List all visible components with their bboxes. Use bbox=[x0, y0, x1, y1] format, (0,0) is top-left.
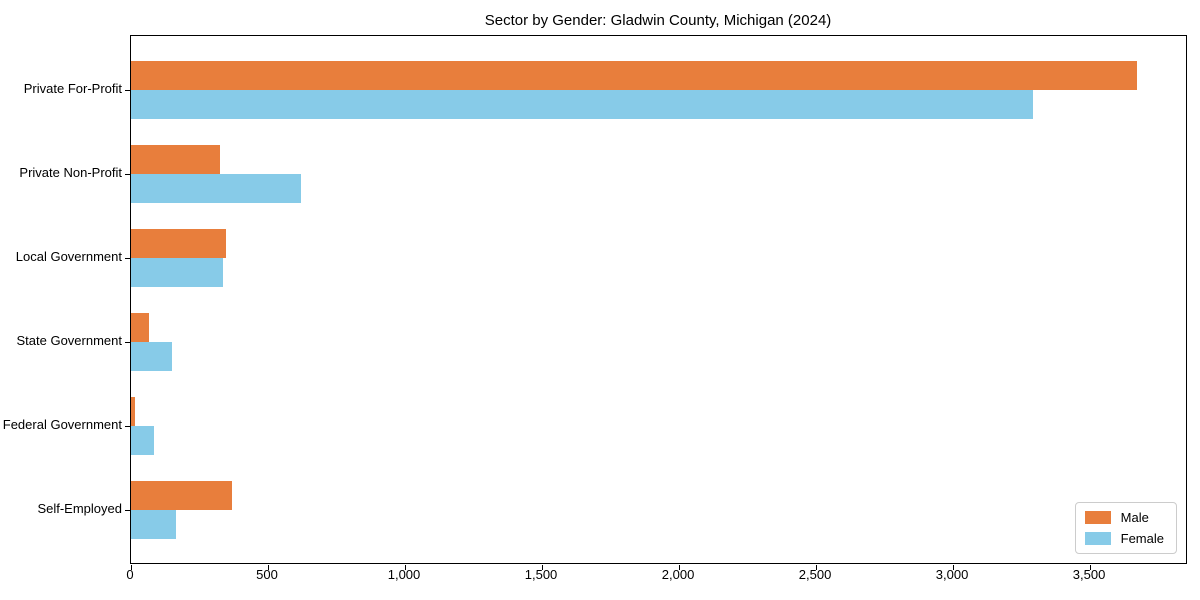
x-tick-mark bbox=[816, 565, 818, 570]
x-tick-mark bbox=[679, 565, 681, 570]
bar-pair-private-non-profit bbox=[131, 145, 1186, 203]
y-axis-label-private-for-profit: Private For-Profit bbox=[23, 81, 122, 96]
legend-swatch-female bbox=[1084, 532, 1111, 545]
x-tick-mark bbox=[268, 565, 269, 570]
legend-label-female: Female bbox=[1120, 531, 1164, 546]
bar-male-federal-government bbox=[131, 397, 136, 426]
y-axis-label-federal-government: Federal Government bbox=[2, 417, 122, 432]
y-tick-mark bbox=[125, 510, 130, 511]
legend: Male Female bbox=[1074, 502, 1177, 554]
x-tick-label-1000: 1,000 bbox=[387, 567, 421, 582]
plot-area: Male Female bbox=[125, 35, 1187, 570]
y-tick-mark bbox=[125, 90, 130, 91]
bar-female-private-for-profit bbox=[131, 90, 1033, 119]
y-tick-mark bbox=[125, 426, 130, 427]
bar-male-private-for-profit bbox=[131, 61, 1137, 90]
x-tick-label-2000: 2,000 bbox=[661, 567, 695, 582]
legend-item-male: Male bbox=[1084, 510, 1164, 525]
bar-female-self-employed bbox=[131, 510, 177, 539]
x-tick-label-2500: 2,500 bbox=[798, 567, 832, 582]
bar-female-federal-government bbox=[131, 426, 155, 455]
x-tick-label-0: 0 bbox=[126, 567, 134, 582]
y-axis-label-local-government: Local Government bbox=[15, 249, 122, 264]
bar-female-private-non-profit bbox=[131, 174, 301, 203]
bar-pair-federal-government bbox=[131, 397, 1186, 455]
bar-female-local-government bbox=[131, 258, 223, 287]
x-tick-mark bbox=[542, 565, 544, 570]
y-tick-mark bbox=[125, 258, 130, 259]
bar-pair-state-government bbox=[131, 313, 1186, 371]
legend-swatch-male bbox=[1084, 511, 1111, 524]
x-tick-mark bbox=[131, 565, 132, 570]
bar-pair-local-government bbox=[131, 229, 1186, 287]
x-tick-label-500: 500 bbox=[256, 567, 278, 582]
y-tick-mark bbox=[125, 174, 130, 175]
legend-label-male: Male bbox=[1120, 510, 1149, 525]
bar-male-local-government bbox=[131, 229, 226, 258]
x-tick-label-1500: 1,500 bbox=[524, 567, 558, 582]
chart-title: Sector by Gender: Gladwin County, Michig… bbox=[484, 12, 832, 29]
y-axis-label-private-non-profit: Private Non-Profit bbox=[19, 165, 122, 180]
legend-item-female: Female bbox=[1084, 531, 1164, 546]
y-axis-label-self-employed: Self-Employed bbox=[37, 501, 122, 516]
bar-male-private-non-profit bbox=[131, 145, 221, 174]
bar-pair-private-for-profit bbox=[131, 61, 1186, 119]
x-tick-mark bbox=[953, 565, 955, 570]
bar-pair-self-employed bbox=[131, 481, 1186, 539]
x-tick-label-3000: 3,000 bbox=[935, 567, 969, 582]
x-tick-label-3500: 3,500 bbox=[1072, 567, 1106, 582]
x-tick-mark bbox=[1090, 565, 1092, 570]
bar-male-state-government bbox=[131, 313, 149, 342]
x-tick-mark bbox=[405, 565, 407, 570]
bar-female-state-government bbox=[131, 342, 173, 371]
y-tick-mark bbox=[125, 342, 130, 343]
y-axis-label-state-government: State Government bbox=[16, 333, 123, 348]
bar-male-self-employed bbox=[131, 481, 233, 510]
